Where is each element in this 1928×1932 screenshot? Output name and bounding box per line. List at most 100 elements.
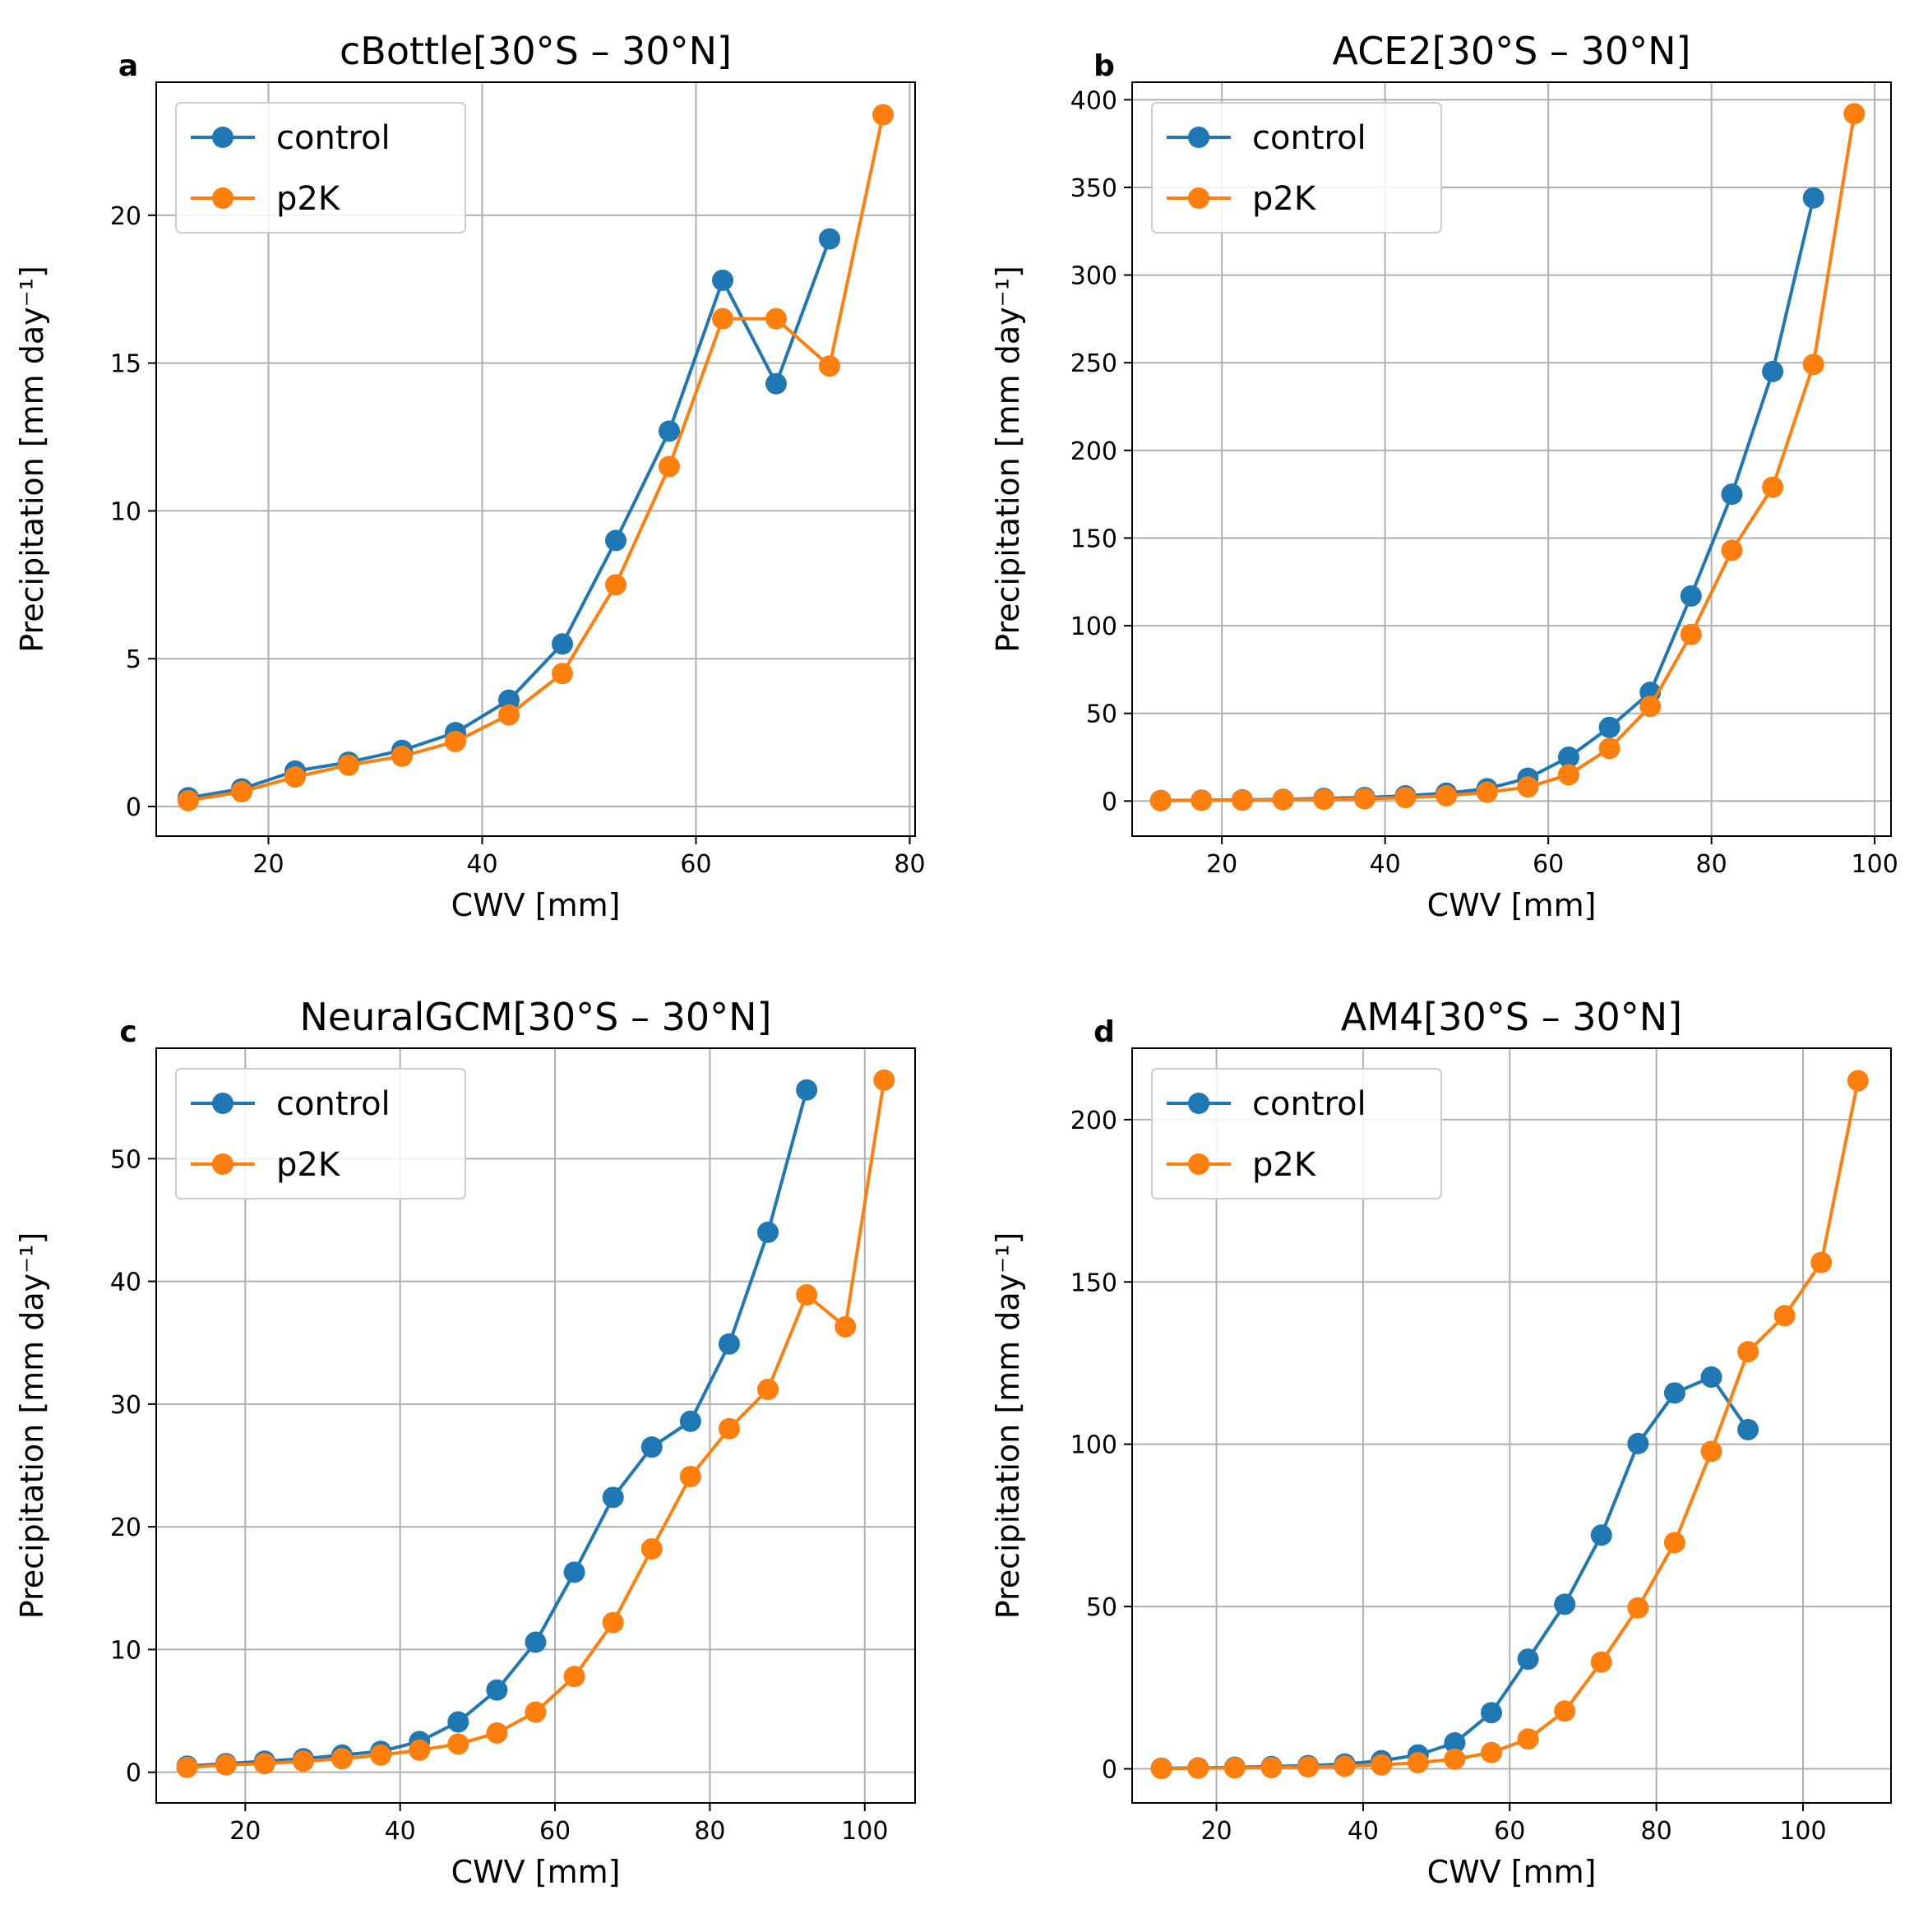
y-tick-label: 20 [110,1514,141,1542]
legend-label-p2K: p2K [276,1146,341,1184]
data-point-p2K [679,1465,701,1487]
y-tick-label: 50 [110,1145,141,1174]
data-point-p2K [1517,1728,1539,1750]
data-point-p2K [1762,476,1784,498]
y-axis-label: Precipitation [mm day⁻¹] [14,266,50,653]
data-point-p2K [1272,788,1294,811]
legend-marker-control [1188,127,1209,148]
x-tick-label: 80 [894,850,925,879]
data-point-p2K [1191,789,1213,811]
panel-c: 20 40 60 80 100 0 10 20 30 40 50 CWV [mm] Precipitat… [14,995,916,1890]
y-axis-label: Precipitation [mm day⁻¹] [990,1232,1026,1620]
plot-frame [1131,81,1892,837]
x-tick-label: 20 [1200,1817,1232,1846]
data-point-p2K [1773,1305,1796,1327]
x-axis-label: CWV [mm] [1427,1854,1597,1890]
data-point-p2K [1590,1651,1612,1673]
x-tick-label: 40 [1370,850,1401,879]
chart-title: ACE2[30°S – 30°N] [1333,29,1691,73]
legend-box [175,1068,466,1199]
panel-label: d [1093,1015,1115,1049]
data-point-p2K [1371,1754,1393,1776]
data-point-p2K [1444,1748,1466,1770]
data-point-p2K [370,1744,392,1766]
plot-frame [155,1047,916,1804]
data-point-p2K [1627,1597,1649,1619]
chart-title: cBottle[30°S – 30°N] [340,29,732,73]
panel-label: b [1093,49,1115,83]
legend-label-control: control [276,1085,391,1123]
data-point-control [605,529,626,552]
panel-b: 20 40 60 80 100 0 50 100 150 200 250 300 350 400 CWV [… [990,29,1898,923]
data-point-p2K [1260,1756,1283,1778]
data-point-control [679,1410,701,1432]
y-tick-label: 150 [1070,525,1117,553]
legend-marker-control [212,1093,233,1114]
data-point-control [757,1221,779,1243]
data-point-control [1737,1418,1759,1440]
x-tick-label: 20 [1206,850,1237,879]
legend-label-p2K: p2K [1252,1146,1317,1184]
legend-label-control: control [1252,1085,1366,1123]
data-point-control [796,1079,818,1101]
data-point-control [447,1711,469,1733]
data-point-p2K [1313,788,1335,811]
data-point-p2K [1517,776,1539,798]
data-point-p2K [1663,1532,1685,1554]
y-tick-label: 200 [1070,437,1117,466]
plot-frame [155,81,916,837]
data-point-p2K [1231,789,1253,811]
data-point-p2K [1407,1752,1429,1774]
panel-a: 20 40 60 80 0 5 10 15 20 CWV [mm] Precipitation [m… [14,29,926,923]
data-point-control [486,1679,508,1701]
y-tick-label: 100 [1070,1431,1117,1460]
data-point-p2K [486,1722,508,1744]
data-point-p2K [872,104,894,126]
data-point-p2K [835,1315,857,1338]
y-tick-label: 30 [110,1391,141,1420]
legend-label-p2K: p2K [276,180,341,218]
data-point-p2K [712,307,733,330]
data-point-p2K [765,307,787,330]
legend-marker-control [212,127,233,148]
x-tick-label: 60 [1533,850,1564,879]
y-tick-label: 400 [1070,86,1117,115]
data-point-p2K [1554,1700,1576,1722]
y-axis-label: Precipitation [mm day⁻¹] [990,266,1026,653]
data-point-control [712,269,733,291]
data-point-p2K [331,1748,354,1770]
data-point-p2K [1353,788,1375,810]
data-point-control [602,1486,624,1509]
data-point-p2K [1476,781,1498,803]
data-point-control [1762,360,1784,382]
data-point-p2K [605,574,626,596]
legend: control p2K [175,1068,466,1199]
y-axis-label: Precipitation [mm day⁻¹] [14,1232,50,1620]
data-point-p2K [796,1284,818,1306]
data-point-p2K [1223,1757,1246,1779]
data-point-p2K [176,1756,198,1778]
data-point-control [1663,1382,1685,1404]
legend-marker-p2K [212,1153,233,1175]
data-point-p2K [447,1733,469,1755]
data-point-p2K [391,745,413,767]
x-tick-label: 40 [466,850,497,879]
legend-marker-p2K [1188,1153,1209,1175]
data-point-p2K [1480,1741,1502,1763]
legend-marker-p2K [1188,187,1209,209]
legend-label-control: control [1252,119,1366,157]
series-line-control [1160,197,1815,802]
data-point-p2K [1436,784,1458,807]
x-tick-label: 40 [1348,1817,1379,1846]
data-point-p2K [659,455,680,478]
data-point-p2K [563,1666,585,1688]
chart-title: NeuralGCM[30°S – 30°N] [299,995,771,1039]
x-axis-label: CWV [mm] [1427,887,1597,923]
y-tick-label: 40 [110,1269,141,1297]
y-tick-label: 20 [110,202,141,231]
data-point-p2K [292,1750,314,1773]
data-point-control [1680,585,1702,607]
data-point-p2K [1700,1440,1722,1463]
y-tick-label: 200 [1070,1107,1117,1135]
data-point-p2K [1149,789,1172,811]
